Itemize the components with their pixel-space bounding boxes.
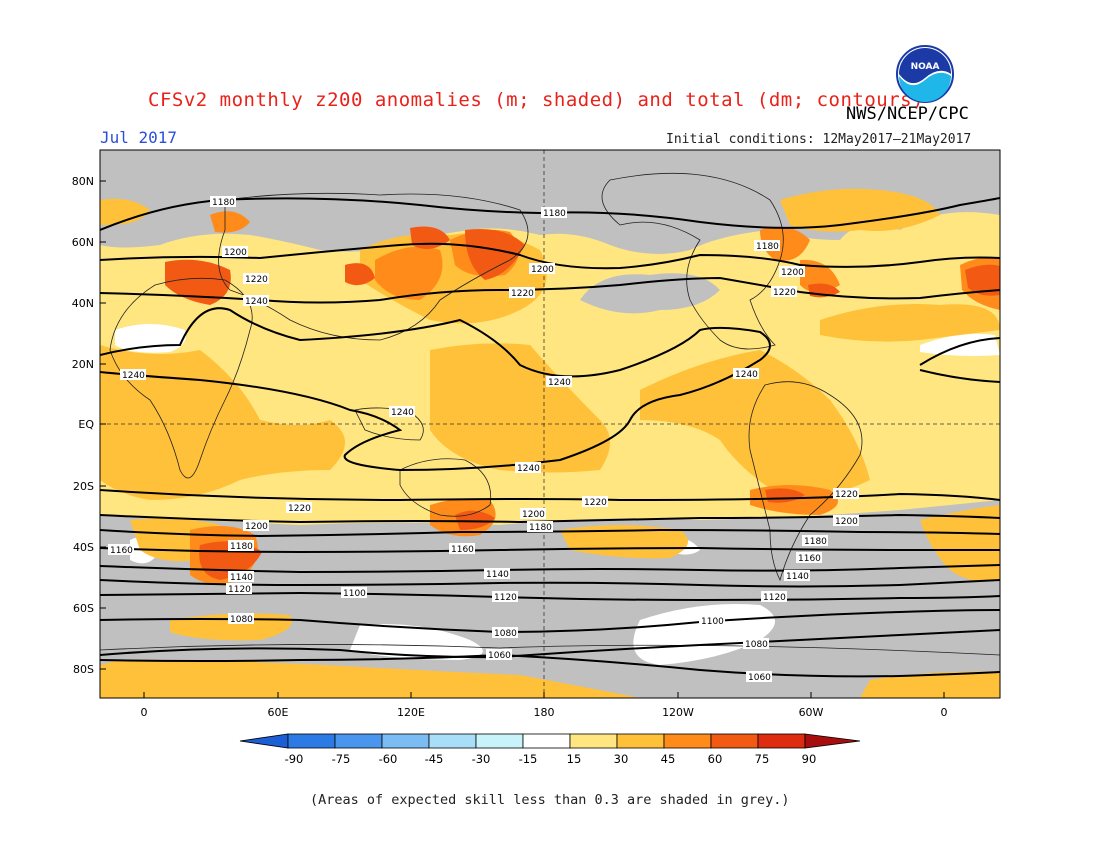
lon-label: 180 — [534, 706, 555, 719]
colorbar — [239, 733, 861, 749]
colorbar-bin — [287, 733, 336, 749]
contour-label: 1220 — [773, 288, 796, 298]
colorbar-bin — [804, 733, 861, 749]
footnote: (Areas of expected skill less than 0.3 a… — [310, 792, 790, 808]
colorbar-tick-labels: -90 -75 -60 -45 -30 -15 15 30 45 60 75 9… — [285, 752, 817, 766]
contour-label: 1180 — [756, 242, 779, 252]
forecast-month-label: Jul 2017 — [100, 128, 178, 147]
chart-title: CFSv2 monthly z200 anomalies (m; shaded)… — [148, 89, 925, 111]
contour-label: 1140 — [486, 570, 509, 580]
lat-label: 60S — [73, 602, 94, 615]
colorbar-tick: -75 — [332, 752, 351, 766]
contour-label: 1060 — [488, 651, 511, 661]
lon-label: 120W — [662, 706, 694, 719]
height-contours — [100, 197, 1000, 678]
contour-label: 1180 — [543, 209, 566, 219]
noaa-logo: NOAA — [896, 45, 954, 103]
contour-label: 1240 — [245, 297, 268, 307]
lat-label: EQ — [78, 418, 94, 431]
colorbar-tick: -60 — [379, 752, 398, 766]
svg-text:NOAA: NOAA — [911, 62, 940, 72]
longitude-labels: 0 60E 120E 180 120W 60W 0 — [141, 706, 948, 719]
colorbar-tick: 90 — [802, 752, 817, 766]
contour-label: 1120 — [228, 585, 251, 595]
colorbar-tick: 75 — [755, 752, 770, 766]
colorbar-tick: -30 — [472, 752, 491, 766]
contour-label: 1160 — [451, 545, 474, 555]
lon-label: 60E — [268, 706, 289, 719]
contour-label: 1200 — [781, 268, 804, 278]
colorbar-tick: -15 — [519, 752, 538, 766]
colorbar-tick: 45 — [661, 752, 676, 766]
contour-label: 1080 — [230, 615, 253, 625]
contour-label: 1240 — [391, 408, 414, 418]
lat-label: 60N — [72, 236, 94, 249]
lon-label: 0 — [141, 706, 148, 719]
contour-label: 1200 — [835, 517, 858, 527]
contour-label: 1140 — [786, 572, 809, 582]
colorbar-tick: -90 — [285, 752, 304, 766]
contour-label: 1220 — [511, 289, 534, 299]
anomaly-30-45-areas — [100, 188, 1000, 698]
colorbar-tick: 60 — [708, 752, 723, 766]
contour-label: 1180 — [529, 523, 552, 533]
contour-label: 1220 — [584, 498, 607, 508]
lat-label: 20S — [73, 480, 94, 493]
contour-label: 1240 — [548, 378, 571, 388]
lat-label: 80N — [72, 175, 94, 188]
contour-label: 1160 — [110, 546, 133, 556]
contour-label: 1060 — [748, 673, 771, 683]
contour-label: 1160 — [798, 554, 821, 564]
contour-label: 1220 — [835, 490, 858, 500]
colorbar-bin — [239, 733, 289, 749]
map-panel: 1180 1180 1200 1220 1240 1200 1220 1180 … — [100, 150, 1000, 698]
contour-label: 1080 — [494, 629, 517, 639]
colorbar-tick: -45 — [425, 752, 444, 766]
colorbar-bin — [334, 733, 383, 749]
contour-label: 1240 — [735, 370, 758, 380]
lat-label: 40N — [72, 297, 94, 310]
contour-label: 1200 — [522, 510, 545, 520]
colorbar-bin — [522, 733, 571, 749]
contour-label: 1240 — [517, 464, 540, 474]
contour-label: 1180 — [212, 198, 235, 208]
contour-label: 1080 — [745, 640, 768, 650]
contour-label: 1200 — [531, 265, 554, 275]
latitude-labels: 80N 60N 40N 20N EQ 20S 40S 60S 80S — [72, 175, 95, 676]
contour-label: 1200 — [245, 522, 268, 532]
colorbar-tick: 15 — [567, 752, 582, 766]
contour-label: 1220 — [245, 275, 268, 285]
contour-label: 1180 — [230, 542, 253, 552]
contour-label: 1220 — [288, 504, 311, 514]
colorbar-bin — [428, 733, 477, 749]
lon-label: 60W — [799, 706, 824, 719]
lat-label: 40S — [73, 541, 94, 554]
contour-labels: 1180 1180 1200 1220 1240 1200 1220 1180 … — [108, 196, 859, 683]
colorbar-bin — [381, 733, 430, 749]
contour-label: 1200 — [224, 248, 247, 258]
initial-conditions-label: Initial conditions: 12May2017–21May2017 — [666, 132, 972, 147]
axis-ticks — [100, 180, 945, 698]
colorbar-bin — [616, 733, 665, 749]
lon-label: 0 — [941, 706, 948, 719]
lon-label: 120E — [397, 706, 425, 719]
colorbar-bin — [757, 733, 806, 749]
contour-label: 1100 — [701, 617, 724, 627]
contour-label: 1180 — [804, 537, 827, 547]
contour-label: 1240 — [122, 371, 145, 381]
lat-label: 80S — [73, 663, 94, 676]
contour-label: 1120 — [763, 593, 786, 603]
colorbar-bin — [569, 733, 618, 749]
contour-label: 1120 — [494, 593, 517, 603]
colorbar-tick: 30 — [614, 752, 629, 766]
contour-label: 1100 — [343, 589, 366, 599]
colorbar-bin — [663, 733, 712, 749]
colorbar-bin — [475, 733, 524, 749]
colorbar-bin — [710, 733, 759, 749]
lat-label: 20N — [72, 358, 94, 371]
contour-label: 1140 — [230, 573, 253, 583]
agency-label: NWS/NCEP/CPC — [846, 104, 969, 124]
